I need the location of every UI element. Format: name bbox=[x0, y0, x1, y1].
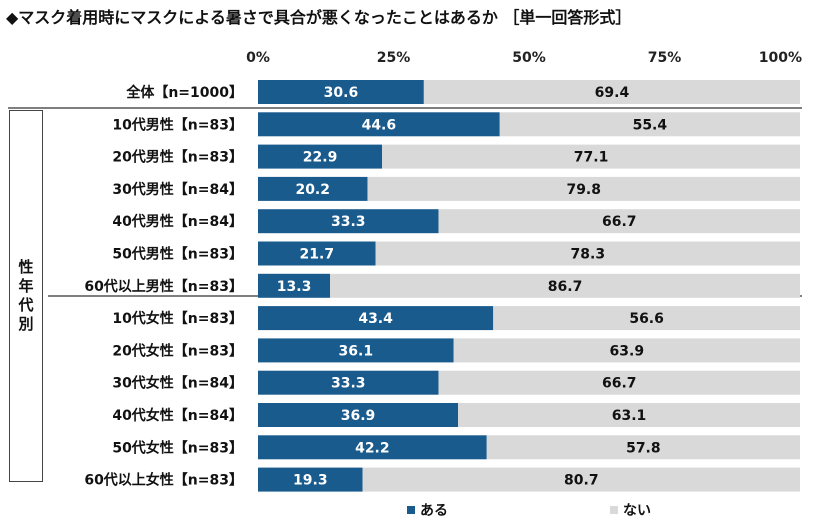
row-label: 10代女性【n=83】 bbox=[112, 310, 243, 327]
value-label-nai: 69.4 bbox=[595, 85, 630, 101]
value-label-nai: 66.7 bbox=[602, 214, 637, 230]
bar-row: 40代男性【n=84】 33.3 66.7 bbox=[112, 209, 800, 234]
row-label: 40代女性【n=84】 bbox=[112, 407, 243, 424]
row-label: 50代女性【n=83】 bbox=[112, 439, 243, 456]
bar-segment-nai bbox=[438, 209, 800, 234]
bar-segment-aru bbox=[258, 467, 363, 492]
bar-segment-aru bbox=[258, 306, 494, 331]
row-label: 20代女性【n=83】 bbox=[112, 342, 243, 359]
age-gender-group-bracket bbox=[9, 110, 43, 482]
bar-segment-aru bbox=[258, 209, 439, 234]
value-label-aru: 21.7 bbox=[300, 247, 335, 263]
bar-row: 60代以上男性【n=83】 13.3 86.7 bbox=[84, 273, 800, 298]
x-tick-label: 0% bbox=[246, 50, 270, 66]
legend-swatch-nai bbox=[610, 506, 618, 514]
value-label-nai: 78.3 bbox=[571, 247, 606, 263]
x-tick-label: 25% bbox=[377, 50, 411, 66]
bar-segment-nai bbox=[330, 273, 800, 298]
legend-item-aru: ある bbox=[407, 500, 448, 520]
bar-segment-nai bbox=[367, 176, 800, 201]
value-label-aru: 13.3 bbox=[277, 279, 312, 295]
group-label: 性年代別 bbox=[18, 258, 34, 333]
legend-label-aru: ある bbox=[420, 503, 448, 519]
value-label-aru: 33.3 bbox=[331, 376, 366, 392]
bar-row: 20代男性【n=83】 22.9 77.1 bbox=[112, 144, 800, 169]
x-tick-label: 100% bbox=[759, 50, 802, 66]
bar-segment-aru bbox=[258, 80, 424, 104]
value-label-aru: 33.3 bbox=[331, 214, 366, 230]
bar-row: 60代以上女性【n=83】 19.3 80.7 bbox=[84, 467, 800, 492]
row-label: 20代男性【n=83】 bbox=[112, 149, 243, 166]
value-label-aru: 20.2 bbox=[295, 182, 330, 198]
value-label-nai: 79.8 bbox=[566, 182, 601, 198]
bar-segment-nai bbox=[493, 306, 800, 331]
bar-segment-nai bbox=[423, 80, 800, 104]
bar-segment-aru bbox=[258, 241, 376, 266]
x-tick-label: 50% bbox=[512, 50, 546, 66]
bar-segment-nai bbox=[499, 112, 800, 137]
chart-title: ◆マスク着用時にマスクによる暑さで具合が悪くなったことはあるか ［単一回答形式］ bbox=[6, 8, 632, 27]
row-label: 50代男性【n=83】 bbox=[112, 246, 243, 263]
row-label: 60代以上男性【n=83】 bbox=[84, 278, 243, 295]
bar-segment-aru bbox=[258, 338, 454, 363]
value-label-nai: 63.9 bbox=[610, 343, 645, 359]
value-label-aru: 19.3 bbox=[293, 473, 328, 489]
bar-segment-nai bbox=[375, 241, 800, 266]
value-label-nai: 63.1 bbox=[612, 408, 647, 424]
row-label: 30代男性【n=84】 bbox=[112, 181, 243, 198]
bar-segment-nai bbox=[438, 370, 800, 395]
value-label-nai: 86.7 bbox=[548, 279, 583, 295]
bar-segment-nai bbox=[486, 435, 800, 460]
value-label-nai: 66.7 bbox=[602, 376, 637, 392]
x-tick-label: 75% bbox=[648, 50, 682, 66]
bar-segment-aru bbox=[258, 273, 331, 298]
bar-segment-aru bbox=[258, 403, 458, 427]
bar-row: 30代男性【n=84】 20.2 79.8 bbox=[112, 176, 800, 201]
value-label-nai: 77.1 bbox=[574, 150, 609, 166]
value-label-nai: 56.6 bbox=[629, 311, 664, 327]
bar-row: 50代女性【n=83】 42.2 57.8 bbox=[112, 435, 800, 460]
value-label-aru: 36.9 bbox=[341, 408, 376, 424]
bar-segment-nai bbox=[453, 338, 800, 363]
row-label: 30代女性【n=84】 bbox=[112, 375, 243, 392]
bar-segment-nai bbox=[457, 403, 800, 427]
value-label-nai: 57.8 bbox=[626, 440, 661, 456]
bar-row: 30代女性【n=84】 33.3 66.7 bbox=[112, 370, 800, 395]
value-label-aru: 30.6 bbox=[324, 85, 359, 101]
bar-row: 10代女性【n=83】 43.4 56.6 bbox=[112, 306, 800, 331]
row-label: 全体【n=1000】 bbox=[125, 84, 243, 101]
legend-label-nai: ない bbox=[623, 503, 651, 519]
value-label-nai: 55.4 bbox=[633, 117, 668, 133]
bar-segment-aru bbox=[258, 370, 439, 395]
legend-item-nai: ない bbox=[610, 500, 651, 520]
bar-row: 全体【n=1000】 30.6 69.4 bbox=[125, 80, 800, 104]
value-label-nai: 80.7 bbox=[564, 473, 599, 489]
value-label-aru: 36.1 bbox=[339, 343, 374, 359]
row-label: 60代以上女性【n=83】 bbox=[84, 472, 243, 489]
bar-row: 40代女性【n=84】 36.9 63.1 bbox=[112, 403, 800, 427]
legend-swatch-aru bbox=[407, 506, 415, 514]
bar-segment-nai bbox=[362, 467, 800, 492]
value-label-aru: 22.9 bbox=[303, 150, 338, 166]
bar-segment-aru bbox=[258, 112, 500, 137]
value-label-aru: 44.6 bbox=[362, 117, 397, 133]
value-label-aru: 42.2 bbox=[355, 440, 390, 456]
bar-row: 20代女性【n=83】 36.1 63.9 bbox=[112, 338, 800, 363]
bar-row: 50代男性【n=83】 21.7 78.3 bbox=[112, 241, 800, 266]
bar-segment-aru bbox=[258, 144, 383, 169]
bar-segment-nai bbox=[382, 144, 800, 169]
row-label: 40代男性【n=84】 bbox=[112, 213, 243, 230]
row-label: 10代男性【n=83】 bbox=[112, 116, 243, 133]
bar-segment-aru bbox=[258, 435, 487, 460]
value-label-aru: 43.4 bbox=[358, 311, 393, 327]
bar-segment-aru bbox=[258, 176, 368, 201]
bar-row: 10代男性【n=83】 44.6 55.4 bbox=[112, 112, 800, 137]
